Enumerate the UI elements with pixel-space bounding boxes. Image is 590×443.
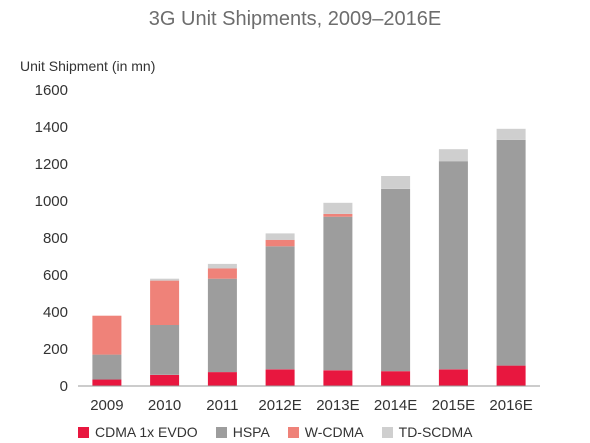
x-tick-label: 2016E xyxy=(489,397,532,414)
bar-segment-w-cdma-2010 xyxy=(150,280,180,325)
bar-segment-hspa-2013e xyxy=(323,216,353,371)
bar-segment-cdma-1x-evdo-2014e xyxy=(381,371,411,386)
legend-swatch xyxy=(78,426,89,438)
y-tick-label: 800 xyxy=(43,230,68,247)
legend-label: TD-SCDMA xyxy=(398,424,473,440)
legend-item: W-CDMA xyxy=(287,424,364,440)
bar-segment-td-scdma-2011 xyxy=(207,263,237,269)
x-tick-label: 2011 xyxy=(206,397,238,414)
bar-segment-w-cdma-2012e xyxy=(265,239,295,247)
legend-swatch xyxy=(215,426,227,438)
bar-segment-hspa-2011 xyxy=(207,278,237,373)
bar-segment-hspa-2010 xyxy=(150,324,180,375)
x-tick-label: 2010 xyxy=(148,397,181,414)
legend-swatch xyxy=(381,426,393,438)
y-axis-title: Unit Shipment (in mn) xyxy=(20,58,156,74)
legend-label: CDMA 1x EVDO xyxy=(95,424,198,440)
y-tick-label: 0 xyxy=(60,378,68,395)
y-tick-label: 1200 xyxy=(35,156,68,173)
legend-item: CDMA 1x EVDO xyxy=(78,424,198,440)
bar-segment-cdma-1x-evdo-2012e xyxy=(265,369,295,386)
bar-segment-td-scdma-2016e xyxy=(496,128,526,140)
x-tick-label: 2012E xyxy=(258,397,301,414)
y-tick-label: 1000 xyxy=(35,193,68,210)
bar-segment-cdma-1x-evdo-2013e xyxy=(323,370,353,386)
legend-item: HSPA xyxy=(215,424,270,440)
bar-segment-hspa-2009 xyxy=(92,354,122,380)
chart-title: 3G Unit Shipments, 2009–2016E xyxy=(148,8,442,30)
bar-stacks xyxy=(92,128,526,386)
bar-segment-hspa-2015e xyxy=(438,161,468,370)
bar-segment-w-cdma-2009 xyxy=(92,315,122,355)
y-axis-ticks: 0 200 400 600 800 1000 1200 1400 1600 xyxy=(35,82,68,395)
bar-segment-td-scdma-2010 xyxy=(150,278,180,281)
bar-segment-td-scdma-2012e xyxy=(265,233,295,240)
legend: CDMA 1x EVDO HSPA W-CDMA TD-SCDMA xyxy=(78,424,473,440)
x-tick-label: 2014E xyxy=(374,397,417,414)
bar-segment-td-scdma-2015e xyxy=(438,149,468,162)
bar-segment-w-cdma-2011 xyxy=(207,268,237,279)
legend-label: HSPA xyxy=(232,424,270,440)
bar-segment-td-scdma-2013e xyxy=(323,202,353,214)
legend-label: W-CDMA xyxy=(304,424,364,440)
x-tick-label: 2009 xyxy=(90,397,123,414)
bar-segment-td-scdma-2014e xyxy=(381,176,411,189)
y-tick-label: 400 xyxy=(43,304,68,321)
bar-segment-cdma-1x-evdo-2011 xyxy=(207,372,237,386)
x-tick-label: 2015E xyxy=(432,397,475,414)
bar-segment-w-cdma-2013e xyxy=(323,213,353,217)
bar-segment-hspa-2016e xyxy=(496,139,526,366)
bar-segment-cdma-1x-evdo-2010 xyxy=(150,374,180,386)
x-tick-label: 2013E xyxy=(316,397,359,414)
y-tick-label: 600 xyxy=(43,267,68,284)
bar-segment-cdma-1x-evdo-2015e xyxy=(438,369,468,386)
x-axis-ticks: 2009 2010 2011 2012E 2013E 2014E 2015E 2016E xyxy=(90,397,533,414)
y-tick-label: 1600 xyxy=(35,82,68,99)
y-tick-label: 1400 xyxy=(35,119,68,136)
bar-segment-cdma-1x-evdo-2009 xyxy=(92,379,122,386)
bar-segment-hspa-2014e xyxy=(381,189,411,372)
bar-segment-hspa-2012e xyxy=(265,246,295,370)
bar-segment-cdma-1x-evdo-2016e xyxy=(496,365,526,386)
legend-swatch xyxy=(287,426,299,438)
legend-item: TD-SCDMA xyxy=(381,424,473,440)
y-tick-label: 200 xyxy=(43,341,68,358)
